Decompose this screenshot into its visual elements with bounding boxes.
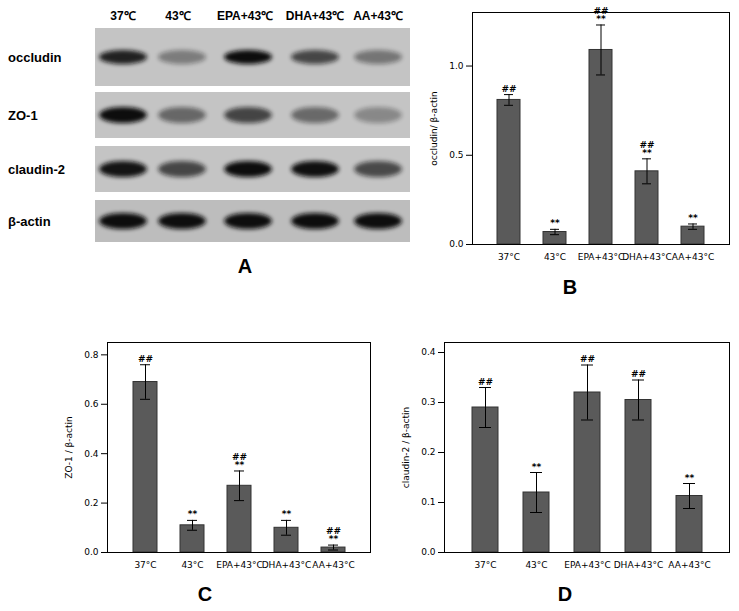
html-text:A: A: [237, 255, 253, 277]
svg-text:occludin/ β-actin: occludin/ β-actin: [429, 91, 439, 166]
svg-text:1.0: 1.0: [449, 61, 464, 71]
svg-text:43℃: 43℃: [165, 9, 190, 23]
html-text:D: D: [557, 583, 573, 605]
svg-text:ZO-1 / β-actin: ZO-1 / β-actin: [64, 416, 74, 478]
svg-text:EPA+43°C: EPA+43°C: [216, 560, 262, 570]
svg-text:##**: ##**: [639, 140, 654, 158]
svg-text:0.3: 0.3: [421, 397, 435, 407]
svg-text:claudin-2 / β-actin: claudin-2 / β-actin: [401, 407, 411, 489]
svg-text:##**: ##**: [232, 452, 247, 470]
svg-text:0.0: 0.0: [421, 547, 436, 557]
svg-text:43°C: 43°C: [544, 252, 566, 262]
svg-text:AA+43°C: AA+43°C: [672, 252, 714, 262]
svg-text:EPA+43°C: EPA+43°C: [564, 560, 610, 570]
svg-text:##: ##: [501, 84, 516, 94]
html-text:C: C: [197, 583, 213, 605]
svg-text:0.5: 0.5: [449, 150, 463, 160]
svg-text:**: **: [685, 473, 695, 483]
svg-text:0.2: 0.2: [421, 447, 435, 457]
svg-text:0.0: 0.0: [84, 547, 99, 557]
svg-text:0.1: 0.1: [421, 497, 435, 507]
svg-text:37°C: 37°C: [474, 560, 496, 570]
svg-text:0.4: 0.4: [84, 449, 99, 459]
svg-text:DHA+43°C: DHA+43°C: [614, 560, 664, 570]
svg-text:**: **: [688, 213, 698, 223]
svg-text:##: ##: [631, 369, 646, 379]
svg-text:**: **: [282, 509, 292, 519]
svg-text:0.8: 0.8: [84, 350, 99, 360]
svg-text:37℃: 37℃: [110, 9, 135, 23]
svg-text:**: **: [188, 509, 198, 519]
svg-text:43°C: 43°C: [181, 560, 203, 570]
svg-text:EPA+43℃: EPA+43℃: [217, 9, 273, 23]
svg-text:AA+43℃: AA+43℃: [353, 9, 403, 23]
svg-text:0.0: 0.0: [449, 239, 464, 249]
svg-text:DHA+43℃: DHA+43℃: [286, 9, 344, 23]
svg-text:37°C: 37°C: [134, 560, 156, 570]
svg-text:DHA+43°C: DHA+43°C: [262, 560, 312, 570]
svg-text:##**: ##**: [593, 6, 608, 24]
svg-text:EPA+43°C: EPA+43°C: [578, 252, 624, 262]
svg-text:0.4: 0.4: [421, 347, 436, 357]
svg-text:AA+43°C: AA+43°C: [668, 560, 710, 570]
svg-text:##: ##: [580, 354, 595, 364]
svg-text:claudin-2: claudin-2: [8, 162, 65, 177]
svg-text:**: **: [550, 218, 560, 228]
svg-text:0.2: 0.2: [84, 498, 98, 508]
svg-text:##**: ##**: [326, 526, 341, 544]
svg-text:ZO-1: ZO-1: [8, 108, 38, 123]
svg-text:0.6: 0.6: [84, 399, 99, 409]
svg-text:43°C: 43°C: [525, 560, 547, 570]
svg-text:AA+43°C: AA+43°C: [312, 560, 354, 570]
svg-text:##: ##: [138, 354, 153, 364]
svg-text:##: ##: [478, 377, 493, 387]
svg-text:37°C: 37°C: [498, 252, 520, 262]
svg-text:occludin: occludin: [8, 50, 62, 65]
html-text:B: B: [562, 276, 578, 298]
svg-text:β-actin: β-actin: [8, 214, 51, 229]
svg-text:**: **: [532, 462, 542, 472]
svg-text:DHA+43°C: DHA+43°C: [622, 252, 672, 262]
